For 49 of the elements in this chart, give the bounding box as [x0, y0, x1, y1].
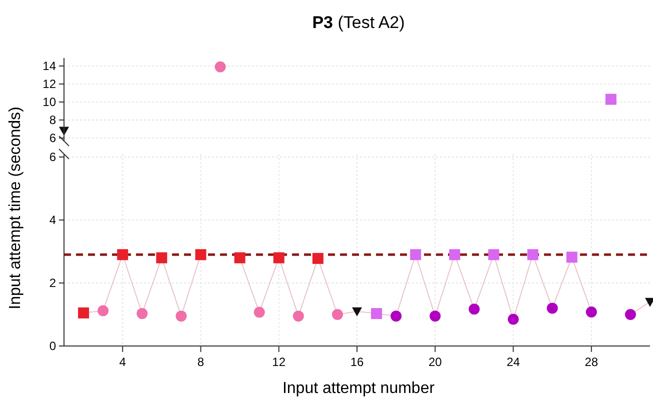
y-tick-label: 0: [49, 339, 56, 353]
point: [332, 309, 343, 320]
point: [273, 252, 284, 264]
y-tick-label: 4: [49, 213, 56, 227]
point: [117, 249, 128, 260]
point: [176, 310, 187, 322]
point: [390, 310, 402, 322]
x-tick-label: 20: [428, 355, 442, 369]
point: [645, 298, 653, 307]
point: [214, 61, 226, 72]
point: [586, 306, 597, 318]
point: [430, 310, 441, 322]
point: [371, 308, 382, 320]
point: [410, 249, 422, 260]
x-tick-label: 28: [584, 355, 598, 369]
x-tick-label: 12: [272, 355, 286, 369]
y-tick-label: 2: [49, 276, 56, 290]
x-axis-title: Input attempt number: [282, 380, 436, 397]
y-tick-label: 8: [49, 113, 56, 127]
x-tick-label: 16: [350, 355, 364, 369]
point: [468, 304, 480, 315]
x-tick-label: 8: [197, 355, 204, 369]
point: [156, 252, 168, 264]
point: [292, 310, 304, 322]
x-tick-label: 4: [119, 355, 126, 369]
y-tick-label: 6: [49, 150, 56, 164]
y-tick-label: 6: [49, 131, 56, 145]
point: [546, 302, 558, 314]
chart-title: P3 (Test A2): [312, 13, 405, 32]
point: [488, 249, 500, 260]
point: [254, 306, 265, 318]
point: [234, 252, 246, 264]
x-tick-label: 24: [506, 355, 520, 369]
point: [78, 307, 90, 318]
point: [136, 308, 148, 320]
point: [312, 252, 324, 264]
point: [605, 94, 616, 105]
y-tick-label: 10: [42, 95, 56, 109]
point: [352, 307, 362, 316]
point: [195, 249, 206, 260]
point: [98, 305, 109, 316]
y-axis-title: Input attempt time (seconds): [7, 106, 24, 310]
point: [527, 249, 538, 260]
point: [624, 309, 636, 320]
point: [566, 252, 578, 263]
point: [449, 249, 460, 260]
point: [508, 314, 519, 325]
y-tick-label: 12: [42, 77, 56, 91]
y-tick-label: 14: [42, 59, 56, 73]
